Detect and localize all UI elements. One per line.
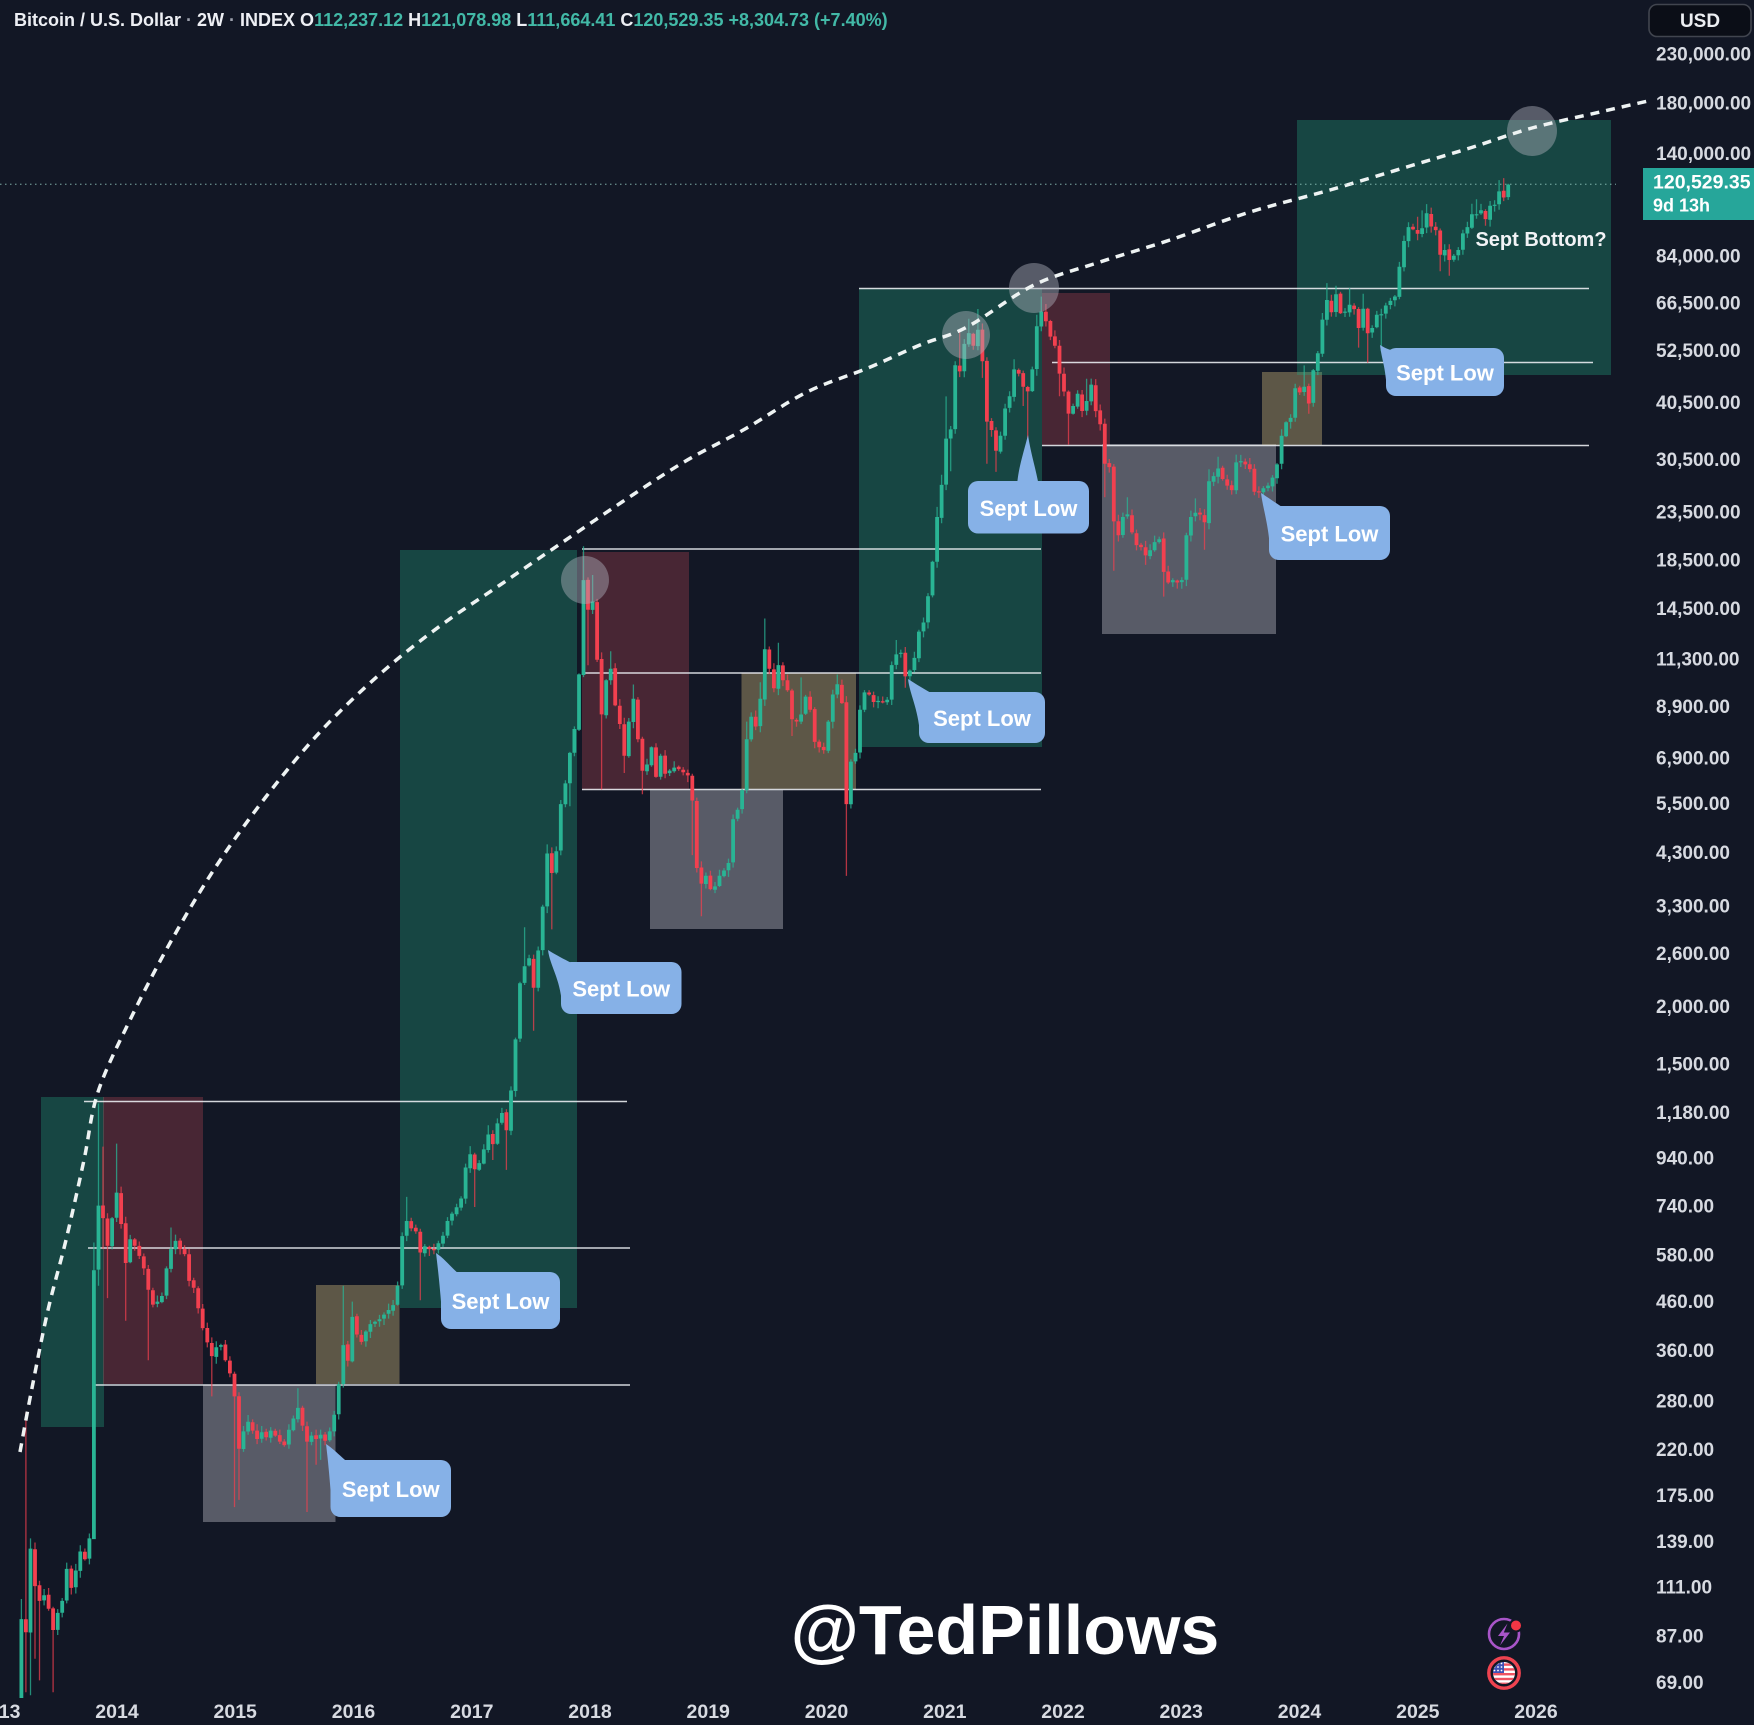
svg-text:360.00: 360.00	[1656, 1341, 1714, 1362]
svg-text:Sept Low: Sept Low	[452, 1289, 551, 1314]
svg-text:280.00: 280.00	[1656, 1392, 1714, 1413]
svg-text:2023: 2023	[1160, 1701, 1204, 1723]
svg-text:180,000.00: 180,000.00	[1656, 94, 1751, 115]
svg-text:2024: 2024	[1278, 1701, 1322, 1723]
svg-text:2022: 2022	[1041, 1701, 1085, 1723]
svg-text:2020: 2020	[805, 1701, 849, 1723]
svg-text:Bitcoin / U.S. Dollar · 2W · I: Bitcoin / U.S. Dollar · 2W · INDEX O112,…	[14, 10, 888, 30]
svg-text:Sept Low: Sept Low	[933, 706, 1032, 731]
svg-text:1,500.00: 1,500.00	[1656, 1055, 1730, 1076]
svg-text:2016: 2016	[332, 1701, 376, 1723]
svg-text:23,500.00: 23,500.00	[1656, 502, 1741, 523]
svg-text:Sept Low: Sept Low	[342, 1477, 441, 1502]
svg-text:2026: 2026	[1514, 1701, 1558, 1723]
svg-text:2014: 2014	[95, 1701, 139, 1723]
svg-text:2017: 2017	[450, 1701, 493, 1723]
svg-text:40,500.00: 40,500.00	[1656, 393, 1741, 414]
svg-text:Sept Bottom?: Sept Bottom?	[1475, 229, 1606, 251]
svg-text:69.00: 69.00	[1656, 1673, 1704, 1694]
svg-text:580.00: 580.00	[1656, 1245, 1714, 1266]
svg-text:175.00: 175.00	[1656, 1486, 1714, 1507]
svg-text:8,900.00: 8,900.00	[1656, 697, 1730, 718]
svg-text:2019: 2019	[687, 1701, 731, 1723]
svg-text:740.00: 740.00	[1656, 1197, 1714, 1218]
svg-text:2021: 2021	[923, 1701, 967, 1723]
svg-text:3,300.00: 3,300.00	[1656, 896, 1730, 917]
svg-text:140,000.00: 140,000.00	[1656, 144, 1751, 165]
svg-text:111.00: 111.00	[1656, 1577, 1712, 1598]
svg-text:52,500.00: 52,500.00	[1656, 341, 1741, 362]
svg-text:1,180.00: 1,180.00	[1656, 1103, 1730, 1124]
svg-text:2025: 2025	[1396, 1701, 1440, 1723]
svg-text:230,000.00: 230,000.00	[1656, 44, 1751, 65]
svg-text:220.00: 220.00	[1656, 1440, 1714, 1461]
svg-text:2015: 2015	[214, 1701, 258, 1723]
svg-text:87.00: 87.00	[1656, 1626, 1704, 1647]
svg-text:2,000.00: 2,000.00	[1656, 997, 1730, 1018]
svg-text:USD: USD	[1680, 11, 1720, 32]
svg-text:30,500.00: 30,500.00	[1656, 450, 1741, 471]
svg-text:120,529.35: 120,529.35	[1653, 172, 1751, 194]
svg-text:18,500.00: 18,500.00	[1656, 550, 1741, 571]
svg-text:14,500.00: 14,500.00	[1656, 599, 1741, 620]
svg-text:6,900.00: 6,900.00	[1656, 748, 1730, 769]
svg-text:460.00: 460.00	[1656, 1292, 1714, 1313]
svg-text:940.00: 940.00	[1656, 1149, 1714, 1170]
svg-text:5,500.00: 5,500.00	[1656, 794, 1730, 815]
svg-text:84,000.00: 84,000.00	[1656, 247, 1741, 268]
svg-text:Sept Low: Sept Low	[572, 977, 671, 1002]
svg-text:9d 13h: 9d 13h	[1653, 196, 1710, 216]
svg-text:139.00: 139.00	[1656, 1532, 1714, 1553]
svg-text:2018: 2018	[568, 1701, 612, 1723]
svg-text:2,600.00: 2,600.00	[1656, 944, 1730, 965]
svg-text:66,500.00: 66,500.00	[1656, 294, 1741, 315]
svg-text:4,300.00: 4,300.00	[1656, 843, 1730, 864]
svg-text:Sept Low: Sept Low	[1396, 361, 1495, 386]
svg-text:2013: 2013	[0, 1701, 21, 1723]
svg-text:11,300.00: 11,300.00	[1656, 649, 1739, 670]
svg-text:Sept Low: Sept Low	[1281, 522, 1380, 547]
svg-text:@TedPillows: @TedPillows	[791, 1591, 1220, 1669]
svg-text:Sept Low: Sept Low	[980, 496, 1079, 521]
